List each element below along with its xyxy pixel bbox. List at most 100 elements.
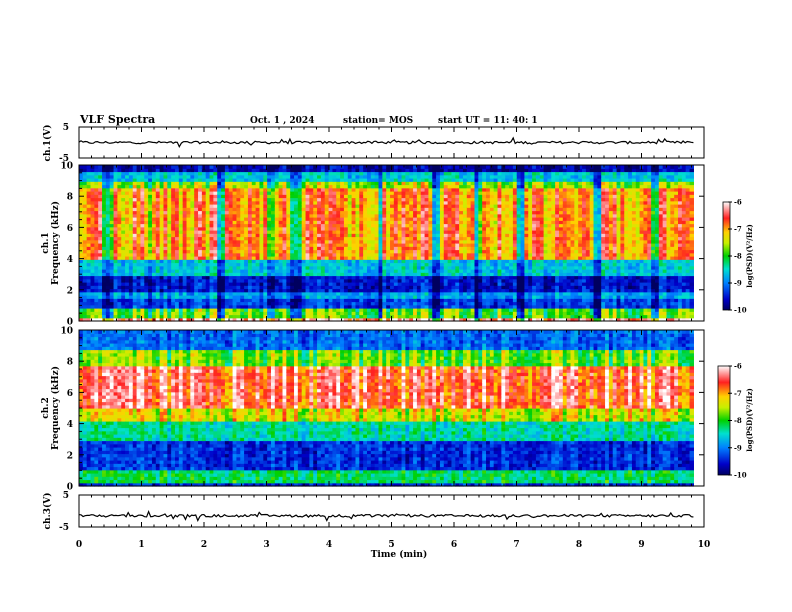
spectrogram-cell: [117, 226, 122, 231]
spectrogram-cell: [125, 204, 130, 208]
spectrogram-cell: [82, 236, 88, 241]
spectrogram-cell: [125, 249, 130, 254]
spectrogram-cell: [79, 308, 84, 312]
spectrogram-cell: [320, 165, 326, 169]
spectrogram-cell: [86, 197, 92, 202]
spectrogram-cell: [148, 291, 153, 296]
spectrogram-cell: [151, 272, 157, 277]
spectrogram-cell: [286, 165, 291, 169]
spectrogram-cell: [121, 282, 126, 286]
spectrogram-cell: [128, 314, 134, 319]
spectrogram-cell: [167, 291, 172, 296]
spectrogram-cell: [132, 308, 138, 312]
spectrogram-cell: [148, 282, 153, 286]
spectrogram-cell: [148, 239, 153, 244]
spectrogram-cell: [171, 314, 176, 319]
spectrogram-cell: [151, 194, 157, 199]
spectrogram-cell: [132, 314, 138, 319]
spectrogram-cell: [90, 213, 95, 218]
spectrogram-cell: [155, 207, 161, 212]
spectrogram-cell: [128, 285, 134, 290]
spectrogram-cell: [140, 197, 145, 202]
spectrogram-cell: [140, 275, 145, 280]
spectrogram-cell: [171, 291, 176, 296]
spectrogram-cell: [90, 275, 95, 280]
spectrogram-cell: [79, 314, 84, 319]
spectrogram-cell: [94, 233, 99, 238]
spectrogram-cell: [102, 269, 107, 273]
spectrogram-cell: [86, 246, 92, 251]
spectrogram-cell: [132, 304, 138, 309]
spectrogram-cell: [366, 165, 372, 169]
spectrogram-cell: [102, 259, 107, 264]
spectrogram-cell: [128, 272, 134, 277]
spectrogram-cell: [117, 204, 122, 208]
spectrogram-cell: [167, 301, 172, 306]
spectrogram-cell: [163, 226, 168, 231]
spectrogram-cell: [159, 314, 165, 319]
spectrogram-cell: [155, 191, 161, 195]
spectrogram-cell: [171, 181, 176, 186]
spectrogram-cell: [98, 291, 103, 296]
spectrogram-cell: [86, 200, 92, 205]
spectrogram-cell: [167, 308, 172, 312]
spectrogram-cell: [155, 197, 161, 202]
spectrogram-cell: [117, 298, 122, 303]
spectrogram-cell: [140, 207, 145, 212]
spectrogram-cell: [98, 285, 103, 290]
spectrogram-cell: [167, 217, 172, 221]
spectrogram-cell: [113, 207, 118, 212]
spectrogram-cell: [136, 191, 142, 195]
spectrogram-cell: [102, 207, 107, 212]
spectrogram-cell: [82, 256, 88, 260]
spectrogram-cell: [148, 220, 153, 225]
spectrogram-cell: [109, 301, 115, 306]
spectrogram-cell: [144, 194, 149, 199]
spectrogram-cell: [109, 165, 115, 169]
spectrogram-cell: [128, 317, 134, 322]
spectrogram-cell: [155, 243, 161, 247]
spectrogram-cell: [86, 311, 92, 316]
spectrogram-cell: [167, 262, 172, 267]
spectrogram-cell: [113, 291, 118, 296]
spectrogram-cell: [98, 174, 103, 179]
spectrogram-cell: [82, 174, 88, 179]
spectrogram-cell: [132, 184, 138, 189]
spectrogram-cell: [102, 278, 107, 283]
spectrogram-cell: [90, 210, 95, 215]
spectrogram-cell: [98, 249, 103, 254]
spectrogram-cell: [144, 239, 149, 244]
spectrogram-cell: [128, 191, 134, 195]
spectrogram-cell: [117, 252, 122, 257]
spectrogram-cell: [79, 187, 84, 192]
spectrogram-cell: [105, 178, 111, 182]
spectrogram-cell: [171, 317, 176, 322]
spectrogram-cell: [90, 181, 95, 186]
spectrogram-cell: [167, 191, 172, 195]
spectrogram-cell: [90, 301, 95, 306]
spectrogram-cell: [94, 278, 99, 283]
spectrogram-cell: [140, 223, 145, 228]
spectrogram-cell: [155, 278, 161, 283]
spectrogram-cell: [186, 165, 191, 169]
spectrogram-cell: [102, 262, 107, 267]
spectrogram-cell: [102, 295, 107, 299]
spectrogram-cell: [420, 165, 426, 169]
spectrogram-cell: [171, 304, 176, 309]
spectrogram-cell: [132, 288, 138, 293]
spectrogram-cell: [94, 236, 99, 241]
spectrogram-cell: [117, 278, 122, 283]
spectrogram-cell: [79, 265, 84, 270]
spectrogram-cell: [155, 187, 161, 192]
spectrogram-cell: [167, 256, 172, 260]
spectrogram-cell: [159, 187, 165, 192]
spectrogram-cell: [136, 187, 142, 192]
spectrogram-cell: [105, 288, 111, 293]
spectrogram-cell: [163, 295, 168, 299]
spectrogram-cell: [98, 246, 103, 251]
spectrogram-cell: [94, 226, 99, 231]
spectrogram-cell: [155, 233, 161, 238]
spectrogram-cell: [416, 165, 422, 169]
spectrogram-cell: [86, 278, 92, 283]
spectrogram-cell: [105, 171, 111, 176]
